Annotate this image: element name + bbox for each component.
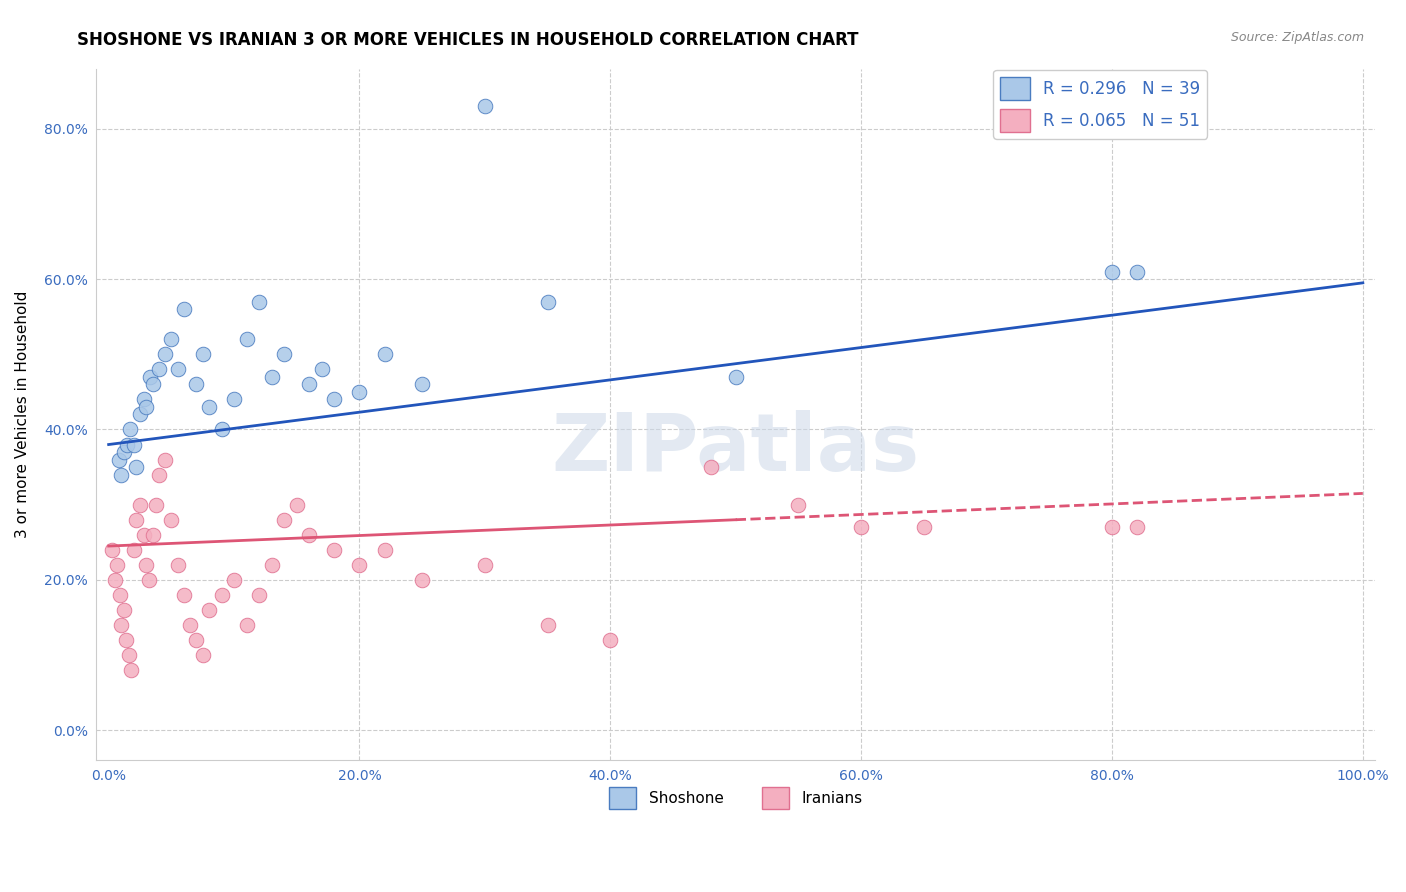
Point <box>129 408 152 422</box>
Point <box>186 633 208 648</box>
Point <box>273 347 295 361</box>
Point <box>112 603 135 617</box>
Point <box>235 332 257 346</box>
Point <box>298 528 321 542</box>
Point <box>1101 264 1123 278</box>
Y-axis label: 3 or more Vehicles in Household: 3 or more Vehicles in Household <box>15 291 30 538</box>
Point <box>298 377 321 392</box>
Point <box>323 542 346 557</box>
Point <box>104 573 127 587</box>
Point <box>160 513 183 527</box>
Point <box>247 588 270 602</box>
Point <box>117 437 139 451</box>
Point <box>374 347 396 361</box>
Point <box>912 520 935 534</box>
Point <box>132 392 155 407</box>
Point <box>1126 264 1149 278</box>
Point <box>211 422 233 436</box>
Point <box>166 362 188 376</box>
Point <box>323 392 346 407</box>
Point <box>222 573 245 587</box>
Point <box>132 528 155 542</box>
Point <box>125 460 148 475</box>
Point <box>108 588 131 602</box>
Point <box>141 377 163 392</box>
Point <box>724 369 747 384</box>
Point <box>198 603 221 617</box>
Point <box>699 460 721 475</box>
Point <box>110 618 132 632</box>
Point <box>349 384 371 399</box>
Point <box>191 347 214 361</box>
Point <box>148 362 170 376</box>
Point <box>198 400 221 414</box>
Point <box>849 520 872 534</box>
Point <box>222 392 245 407</box>
Point <box>122 542 145 557</box>
Point <box>129 498 152 512</box>
Point <box>173 302 195 317</box>
Text: ZIPatlas: ZIPatlas <box>551 410 920 488</box>
Point <box>285 498 308 512</box>
Point <box>118 648 141 662</box>
Point <box>145 498 167 512</box>
Point <box>153 347 176 361</box>
Point <box>1126 520 1149 534</box>
Point <box>474 558 496 572</box>
Point <box>118 422 141 436</box>
Point <box>139 369 162 384</box>
Point <box>110 467 132 482</box>
Point <box>235 618 257 632</box>
Point <box>247 294 270 309</box>
Point <box>122 437 145 451</box>
Point <box>112 445 135 459</box>
Point <box>260 369 283 384</box>
Point <box>599 633 621 648</box>
Point <box>411 573 433 587</box>
Point <box>160 332 183 346</box>
Point <box>107 452 129 467</box>
Point <box>536 618 558 632</box>
Point <box>135 400 157 414</box>
Point <box>273 513 295 527</box>
Point <box>374 542 396 557</box>
Point <box>125 513 148 527</box>
Point <box>166 558 188 572</box>
Point <box>141 528 163 542</box>
Point <box>107 558 129 572</box>
Point <box>101 542 124 557</box>
Point <box>1101 520 1123 534</box>
Point <box>191 648 214 662</box>
Point <box>173 588 195 602</box>
Point <box>120 663 142 677</box>
Point <box>179 618 201 632</box>
Point <box>260 558 283 572</box>
Point <box>349 558 371 572</box>
Point <box>474 99 496 113</box>
Point <box>211 588 233 602</box>
Point <box>135 558 157 572</box>
Text: SHOSHONE VS IRANIAN 3 OR MORE VEHICLES IN HOUSEHOLD CORRELATION CHART: SHOSHONE VS IRANIAN 3 OR MORE VEHICLES I… <box>77 31 859 49</box>
Point <box>115 633 138 648</box>
Point <box>536 294 558 309</box>
Point <box>411 377 433 392</box>
Point <box>148 467 170 482</box>
Point <box>138 573 160 587</box>
Legend: Shoshone, Iranians: Shoshone, Iranians <box>603 781 869 815</box>
Point <box>186 377 208 392</box>
Point <box>153 452 176 467</box>
Point <box>787 498 810 512</box>
Point <box>311 362 333 376</box>
Text: Source: ZipAtlas.com: Source: ZipAtlas.com <box>1230 31 1364 45</box>
